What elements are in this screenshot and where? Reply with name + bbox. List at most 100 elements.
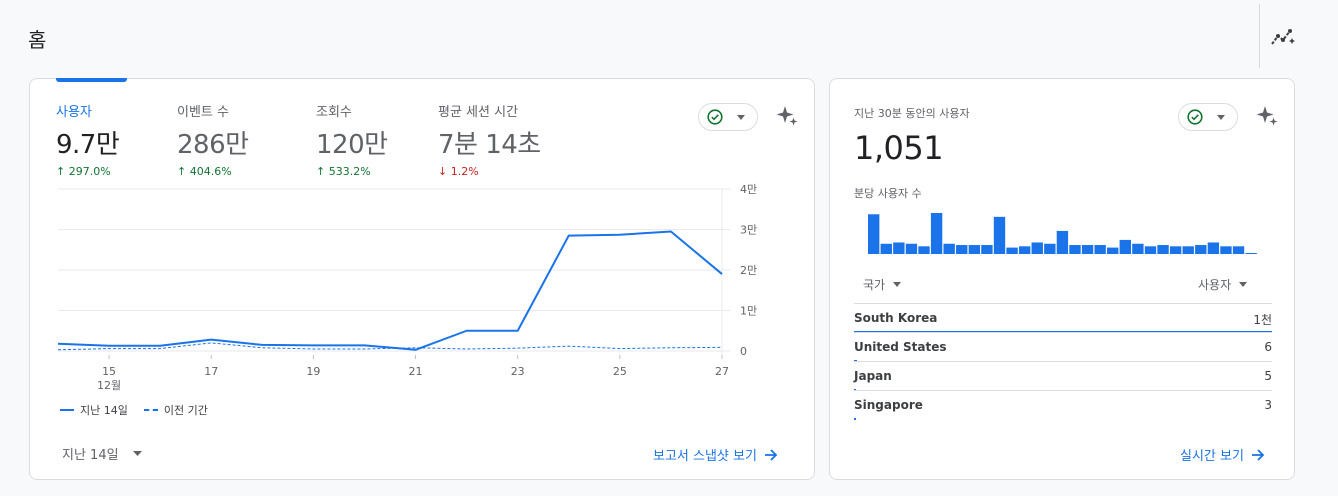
minute-bar[interactable] xyxy=(1207,242,1220,254)
metric-session-time-tab[interactable]: 평균 세션 시간 7분 14초 ↓ 1.2% xyxy=(438,101,541,178)
minute-bar[interactable] xyxy=(1169,246,1182,254)
overview-card: 사용자 9.7만 ↑ 297.0% 이벤트 수 286만 ↑ 404.6% 조회… xyxy=(29,78,815,480)
x-tick-label: 17 xyxy=(204,365,218,378)
minute-bar[interactable] xyxy=(1018,246,1031,254)
minute-bar[interactable] xyxy=(993,216,1006,254)
column-label: 국가 xyxy=(863,278,886,292)
minute-bar[interactable] xyxy=(1031,242,1043,254)
minute-bar[interactable] xyxy=(1144,246,1157,254)
caret-down-icon xyxy=(893,282,902,287)
link-label: 실시간 보기 xyxy=(1180,449,1244,464)
column-label: 사용자 xyxy=(1198,278,1232,292)
minute-bar[interactable] xyxy=(868,214,880,254)
arrow-right-icon xyxy=(1251,448,1265,461)
minute-bar[interactable] xyxy=(1182,246,1194,254)
legend-swatch-current xyxy=(60,409,74,411)
minute-bar[interactable] xyxy=(1044,243,1056,254)
view-realtime-link[interactable]: 실시간 보기 xyxy=(1180,445,1265,464)
realtime-data-quality-dropdown[interactable] xyxy=(1178,103,1238,131)
country-name: United States xyxy=(854,340,947,354)
metric-label: 이벤트 수 xyxy=(177,105,229,120)
date-range-dropdown[interactable]: 지난 14일 xyxy=(62,444,142,463)
y-tick-label: 0 xyxy=(740,345,747,358)
minute-bar[interactable] xyxy=(1107,247,1119,254)
table-row[interactable]: United States 6 xyxy=(854,332,1272,362)
sparkle-icon xyxy=(776,106,798,126)
arrow-down-icon: ↓ xyxy=(438,165,448,178)
minute-bar[interactable] xyxy=(1056,230,1069,254)
insights-sparkle-button[interactable] xyxy=(775,104,799,128)
country-count: 6 xyxy=(1264,340,1272,354)
arrow-right-icon xyxy=(764,448,778,461)
realtime-users-value: 1,051 xyxy=(854,129,944,167)
realtime-sparkle-button[interactable] xyxy=(1255,104,1279,128)
x-tick-sublabel: 12월 xyxy=(97,379,121,392)
minute-bar[interactable] xyxy=(943,243,955,254)
minute-bar[interactable] xyxy=(956,245,968,254)
minute-bar[interactable] xyxy=(918,246,930,254)
date-range-label: 지난 14일 xyxy=(62,448,119,463)
minute-bar[interactable] xyxy=(1232,246,1245,254)
x-tick-label: 15 xyxy=(102,365,116,378)
table-row[interactable]: Singapore 3 xyxy=(854,390,1272,420)
arrow-up-icon: ↑ xyxy=(177,165,187,178)
minute-bar[interactable] xyxy=(893,242,905,254)
country-column-header[interactable]: 국가 xyxy=(863,276,902,293)
minute-bar[interactable] xyxy=(1081,245,1094,254)
metric-value: 286만 xyxy=(177,130,249,160)
minute-bar[interactable] xyxy=(981,245,993,254)
page-title: 홈 xyxy=(28,28,47,52)
metric-value: 120만 xyxy=(316,130,388,160)
active-metric-indicator xyxy=(56,78,127,82)
minute-bar[interactable] xyxy=(968,245,981,254)
metric-change: ↑ 297.0% xyxy=(56,165,111,178)
data-quality-dropdown[interactable] xyxy=(698,103,758,131)
country-name: Japan xyxy=(854,369,892,383)
check-circle-icon xyxy=(1187,109,1203,125)
minute-bar[interactable] xyxy=(1094,245,1106,254)
y-tick-label: 4만 xyxy=(740,183,757,196)
minute-bar[interactable] xyxy=(905,243,918,254)
metric-views-tab[interactable]: 조회수 120만 ↑ 533.2% xyxy=(316,101,388,178)
minute-bar[interactable] xyxy=(1119,239,1131,254)
minute-bar[interactable] xyxy=(930,213,943,254)
y-tick-label: 1만 xyxy=(740,305,757,318)
view-report-snapshot-link[interactable]: 보고서 스냅샷 보기 xyxy=(653,445,778,464)
link-label: 보고서 스냅샷 보기 xyxy=(653,449,757,464)
minute-bar[interactable] xyxy=(1006,247,1018,254)
minute-bar[interactable] xyxy=(1132,243,1144,254)
legend-label-previous: 이전 기간 xyxy=(163,404,208,417)
caret-down-icon xyxy=(132,451,142,456)
legend-label-current: 지난 14일 xyxy=(80,404,128,417)
metric-change: ↓ 1.2% xyxy=(438,165,479,178)
trend-insights-icon xyxy=(1271,29,1295,45)
realtime-label: 지난 30분 동안의 사용자 xyxy=(854,107,970,120)
table-row[interactable]: Japan 5 xyxy=(854,361,1272,391)
arrow-up-icon: ↑ xyxy=(56,165,66,178)
table-row[interactable]: South Korea 1천 xyxy=(854,303,1272,333)
x-tick-label: 23 xyxy=(511,365,525,378)
minute-bar[interactable] xyxy=(1245,253,1257,254)
check-circle-icon xyxy=(707,109,723,125)
metric-change: ↑ 404.6% xyxy=(177,165,232,178)
insights-trend-button[interactable] xyxy=(1270,26,1296,48)
metric-value: 9.7만 xyxy=(56,130,120,160)
minute-bar[interactable] xyxy=(1069,245,1081,254)
metric-events-tab[interactable]: 이벤트 수 286만 ↑ 404.6% xyxy=(177,101,249,178)
country-count: 3 xyxy=(1264,398,1272,412)
users-column-header[interactable]: 사용자 xyxy=(1198,276,1248,293)
caret-down-icon xyxy=(1217,115,1225,120)
x-tick-label: 25 xyxy=(613,365,627,378)
metric-label: 조회수 xyxy=(316,105,352,120)
chart-legend: 지난 14일 이전 기간 xyxy=(60,402,208,418)
minute-bar[interactable] xyxy=(1195,245,1207,254)
country-table: South Korea 1천 United States 6 Japan 5 S… xyxy=(854,303,1272,420)
y-tick-label: 3만 xyxy=(740,224,757,237)
realtime-card: 지난 30분 동안의 사용자 1,051 분당 사용자 수 국가 사용자 Sou… xyxy=(829,78,1295,480)
minute-bar[interactable] xyxy=(880,243,892,254)
share-bar xyxy=(854,418,857,420)
metric-users-tab[interactable]: 사용자 9.7만 ↑ 297.0% xyxy=(56,101,120,178)
minute-bar[interactable] xyxy=(1157,245,1169,254)
minute-bar[interactable] xyxy=(1220,246,1232,254)
